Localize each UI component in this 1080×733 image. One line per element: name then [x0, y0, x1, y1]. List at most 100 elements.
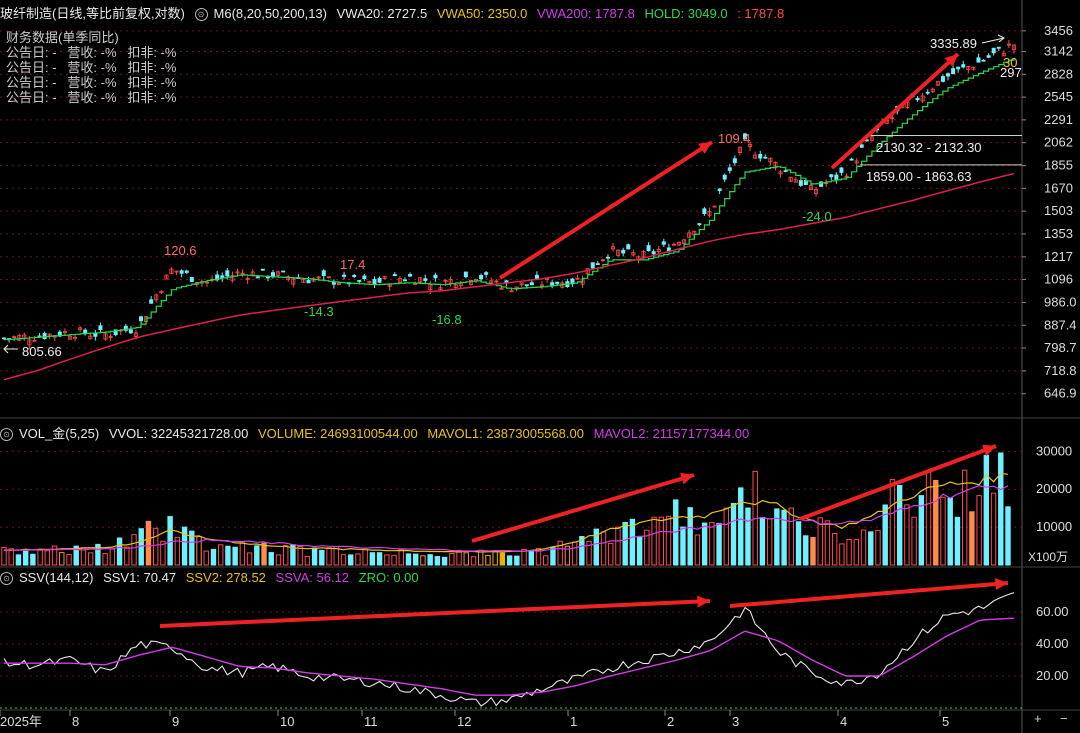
left-arrow-icon: [3, 344, 18, 354]
volume-bar: [268, 552, 274, 566]
candle-body: [240, 272, 245, 275]
volume-bar: [795, 521, 802, 566]
candle-body: [423, 278, 428, 281]
candle-body: [321, 270, 326, 276]
volume-bar: [557, 540, 563, 566]
candle-body: [103, 333, 108, 340]
volume-bar: [803, 535, 809, 566]
x-tick-label: 8: [72, 714, 79, 729]
volume-bar: [528, 551, 534, 566]
settings-circle-icon[interactable]: ⊙: [0, 572, 13, 585]
candle-body: [12, 336, 17, 339]
volume-bar: [839, 543, 845, 566]
candle-body: [717, 188, 722, 192]
volume-bar: [1, 546, 7, 566]
volume-bar: [225, 545, 231, 566]
financial-row: 公告日: - 营收: -% 扣非: -%: [6, 90, 177, 105]
candle-body: [748, 143, 753, 148]
volume-header: ⊙ VOL_金(5,25) VVOL: 32245321728.00 VOLUME…: [0, 423, 755, 442]
trend-arrow: [830, 52, 960, 170]
candle-body: [382, 276, 387, 279]
financial-row: 公告日: - 营收: -% 扣非: -%: [6, 45, 177, 60]
settings-circle-icon[interactable]: ⊙: [0, 428, 13, 441]
candle-body: [986, 55, 991, 58]
indicator-name[interactable]: M6(8,20,50,200,13): [213, 6, 327, 21]
financial-row: 公告日: - 营收: -% 扣非: -%: [6, 75, 177, 90]
candle-body: [697, 223, 702, 225]
candle-body: [108, 336, 113, 338]
candle-body: [98, 325, 103, 331]
candle-body: [682, 239, 687, 244]
candle-body: [611, 246, 616, 250]
volume-bar: [506, 555, 513, 566]
volume-bar: [933, 479, 939, 566]
candle-body: [159, 290, 164, 294]
y-tick-label: 1503: [1044, 203, 1073, 218]
candle-body: [575, 277, 580, 280]
candle-body: [839, 167, 844, 173]
candle-body: [123, 325, 128, 331]
volume-bar: [196, 536, 202, 566]
candle-body: [529, 282, 534, 286]
y-tick-label: 887.4: [1044, 317, 1077, 332]
candle-body: [438, 287, 443, 291]
volume-bar: [629, 518, 636, 566]
candle-body: [1006, 43, 1011, 46]
y-tick-label: 1096: [1044, 272, 1073, 287]
volume-bar: [87, 552, 94, 566]
y-tick-label: 20.00: [1036, 668, 1069, 683]
volume-bar: [925, 471, 932, 566]
volume-bar: [304, 555, 311, 566]
volume-bar: [485, 554, 491, 566]
volume-bar: [535, 547, 542, 566]
volume-bar: [860, 529, 867, 566]
mavol2-value: MAVOL2: 21157177344.00: [593, 426, 750, 441]
volume-bar: [376, 552, 383, 566]
vvol-value: VVOL: 32245321728.00: [108, 426, 249, 441]
volume-bar: [882, 504, 888, 566]
candle-body: [758, 153, 763, 159]
candle-body: [595, 263, 600, 266]
candle-body: [17, 335, 22, 341]
mavol1-value: MAVOL1: 23873005568.00: [427, 426, 584, 441]
volume-bar: [203, 550, 209, 566]
chart-annotation: 297: [1000, 65, 1022, 80]
volume-bar: [976, 495, 982, 566]
x-tick-label: 2: [667, 714, 674, 729]
candle-body: [316, 276, 321, 279]
volume-bar: [174, 536, 181, 566]
ssv-name[interactable]: SSV(144,12): [19, 570, 94, 585]
volume-bar: [37, 548, 43, 566]
candle-body: [555, 281, 560, 284]
chart-annotation: 120.6: [164, 243, 197, 258]
volume-bar: [723, 507, 730, 566]
settings-circle-icon[interactable]: ⊙: [194, 8, 208, 21]
volume-bar: [1005, 506, 1011, 566]
zoom-in-button[interactable]: +: [1034, 711, 1042, 726]
candle-body: [925, 91, 930, 94]
volume-bar: [514, 555, 520, 566]
candle-body: [245, 277, 250, 281]
candle-body: [687, 232, 692, 238]
vwa50-value: VWA50: 2350.0: [436, 6, 528, 21]
candle-body: [32, 339, 37, 342]
vol-name[interactable]: VOL_金(5,25): [19, 426, 100, 441]
volume-bar: [391, 554, 397, 566]
y-tick-label: 1670: [1044, 180, 1073, 195]
volume-bar: [738, 487, 744, 566]
candle-body: [377, 278, 382, 283]
trend-arrow-head: [944, 54, 958, 67]
volume-bar: [210, 548, 217, 566]
volume-bar: [759, 516, 766, 566]
candle-body: [408, 274, 413, 277]
volume-bar: [730, 502, 737, 566]
zoom-out-button[interactable]: −: [1060, 711, 1068, 726]
candle-body: [966, 66, 971, 70]
volume-bar: [687, 507, 693, 566]
volume-bar: [116, 537, 123, 566]
volume-bar: [586, 540, 592, 566]
candle-body: [935, 80, 940, 86]
candle-body: [946, 73, 951, 77]
volume-bar: [160, 540, 166, 566]
